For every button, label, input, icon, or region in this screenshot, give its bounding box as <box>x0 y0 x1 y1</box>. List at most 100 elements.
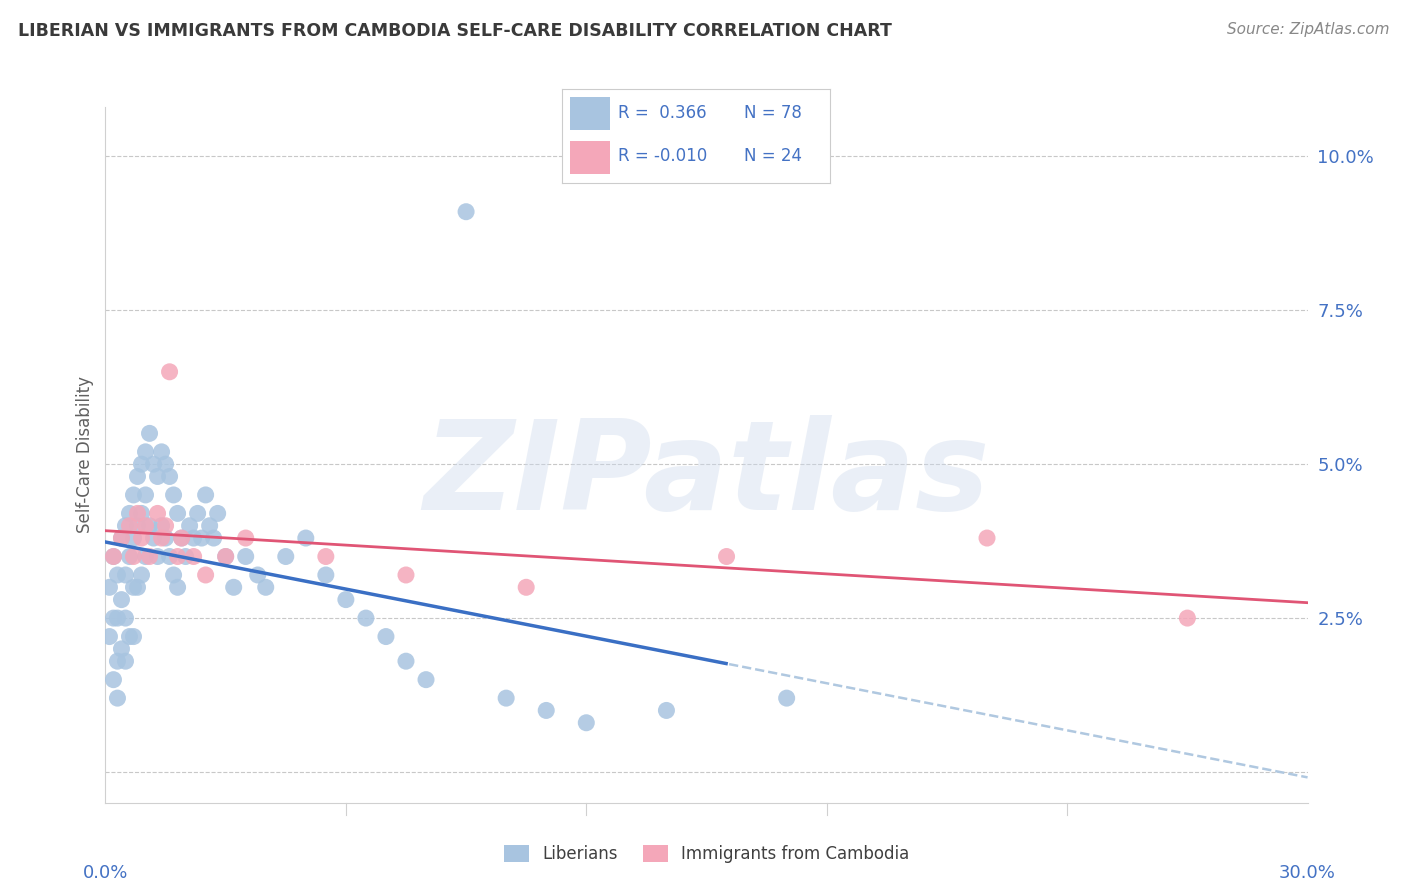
Point <box>187 507 209 521</box>
Point <box>114 568 136 582</box>
Text: LIBERIAN VS IMMIGRANTS FROM CAMBODIA SELF-CARE DISABILITY CORRELATION CHART: LIBERIAN VS IMMIGRANTS FROM CAMBODIA SEL… <box>18 22 893 40</box>
Point <box>207 507 229 521</box>
Point <box>107 691 129 706</box>
Point <box>127 469 149 483</box>
Point <box>135 488 157 502</box>
Point <box>454 204 477 219</box>
Point <box>575 715 598 730</box>
Point <box>534 703 557 717</box>
Point <box>138 549 160 564</box>
Point <box>166 580 188 594</box>
Point <box>222 580 245 594</box>
Point <box>110 641 132 656</box>
Point <box>495 691 517 706</box>
Point <box>159 469 181 483</box>
Point <box>1177 611 1199 625</box>
Point <box>107 611 129 625</box>
Point <box>295 531 318 545</box>
Point <box>155 457 177 471</box>
Point <box>107 654 129 668</box>
Point <box>138 518 160 533</box>
FancyBboxPatch shape <box>571 141 610 175</box>
Legend: Liberians, Immigrants from Cambodia: Liberians, Immigrants from Cambodia <box>495 836 918 871</box>
Point <box>122 488 145 502</box>
Point <box>110 531 132 545</box>
Point <box>118 630 141 644</box>
Text: ZIPatlas: ZIPatlas <box>423 416 990 536</box>
Point <box>110 592 132 607</box>
Point <box>976 531 998 545</box>
Point <box>183 549 205 564</box>
Point <box>159 365 181 379</box>
Point <box>335 592 357 607</box>
Y-axis label: Self-Care Disability: Self-Care Disability <box>76 376 94 533</box>
Point <box>122 531 145 545</box>
Point <box>354 611 377 625</box>
Point <box>122 549 145 564</box>
Point <box>190 531 212 545</box>
Point <box>114 611 136 625</box>
Point <box>127 518 149 533</box>
Point <box>315 568 337 582</box>
Point <box>776 691 799 706</box>
Point <box>395 654 418 668</box>
Point <box>183 531 205 545</box>
FancyBboxPatch shape <box>571 96 610 130</box>
Text: 0.0%: 0.0% <box>83 864 128 882</box>
Point <box>98 630 121 644</box>
Point <box>202 531 225 545</box>
Point <box>122 580 145 594</box>
Point <box>146 507 169 521</box>
Point <box>127 580 149 594</box>
Point <box>107 568 129 582</box>
Text: Source: ZipAtlas.com: Source: ZipAtlas.com <box>1226 22 1389 37</box>
Point <box>214 549 236 564</box>
Point <box>146 549 169 564</box>
Point <box>246 568 269 582</box>
Point <box>103 549 125 564</box>
Point <box>150 531 173 545</box>
Point <box>138 426 160 441</box>
Point <box>162 568 184 582</box>
Point <box>155 518 177 533</box>
Point <box>118 549 141 564</box>
Point <box>118 507 141 521</box>
Text: N = 78: N = 78 <box>744 104 801 122</box>
Point <box>254 580 277 594</box>
Point <box>235 549 257 564</box>
Text: N = 24: N = 24 <box>744 147 801 165</box>
Point <box>131 507 153 521</box>
Point <box>159 549 181 564</box>
Point <box>166 507 188 521</box>
Point <box>146 469 169 483</box>
Point <box>114 518 136 533</box>
Point <box>214 549 236 564</box>
Point <box>110 531 132 545</box>
Point <box>395 568 418 582</box>
Point <box>174 549 197 564</box>
Point <box>135 549 157 564</box>
Point <box>150 445 173 459</box>
Text: R =  0.366: R = 0.366 <box>619 104 707 122</box>
Point <box>194 568 217 582</box>
Point <box>415 673 437 687</box>
Point <box>122 630 145 644</box>
Point <box>170 531 193 545</box>
Point <box>103 549 125 564</box>
Point <box>235 531 257 545</box>
Point <box>103 611 125 625</box>
Point <box>127 507 149 521</box>
Point <box>131 457 153 471</box>
Point <box>114 654 136 668</box>
Point <box>98 580 121 594</box>
Point <box>315 549 337 564</box>
Point <box>142 457 165 471</box>
Point <box>179 518 201 533</box>
Point <box>103 673 125 687</box>
Point <box>142 531 165 545</box>
Text: 30.0%: 30.0% <box>1279 864 1336 882</box>
Point <box>515 580 537 594</box>
Point <box>716 549 738 564</box>
Point <box>135 518 157 533</box>
Point <box>131 568 153 582</box>
